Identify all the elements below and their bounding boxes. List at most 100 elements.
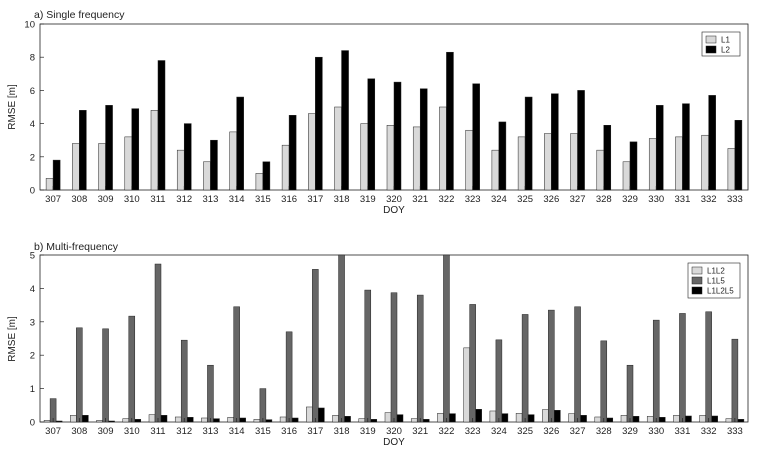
bar-l1l2-309 — [96, 420, 103, 423]
x-tick-label: 327 — [570, 194, 586, 205]
bar-l2-319 — [367, 78, 376, 191]
y-tick-label: 5 — [30, 251, 35, 262]
bar-l1-310 — [124, 136, 133, 191]
bar-l1-320 — [386, 125, 395, 191]
bar-l1l5-327 — [574, 306, 581, 423]
legend-swatch-l1l2 — [691, 266, 703, 275]
bar-l2-307 — [52, 159, 61, 191]
x-tick-label: 314 — [229, 194, 245, 205]
bar-l1-331 — [675, 136, 683, 191]
bar-l2-320 — [393, 81, 402, 191]
bar-l2-311 — [157, 60, 166, 191]
x-tick-label: 312 — [176, 426, 192, 437]
bar-l1-315 — [255, 173, 264, 191]
bar-l1-307 — [45, 178, 54, 191]
bar-l1l5-331 — [679, 313, 686, 423]
bar-l1l5-317 — [312, 269, 319, 423]
bar-l1-321 — [412, 126, 421, 191]
x-axis-label: DOY — [383, 205, 405, 216]
x-tick-label: 308 — [71, 426, 87, 437]
bar-l1l5-308 — [76, 327, 83, 423]
legend-label-l1l5: L1L5 — [707, 277, 725, 286]
x-tick-label: 331 — [675, 426, 691, 437]
bar-l1l5-313 — [207, 364, 214, 423]
x-tick-label: 326 — [543, 426, 559, 437]
bar-l1l5-328 — [600, 340, 608, 423]
bar-l2-327 — [577, 90, 585, 191]
bar-l2-324 — [498, 121, 507, 191]
y-tick-label: 4 — [30, 284, 35, 295]
x-tick-label: 320 — [386, 426, 402, 437]
x-tick-label: 324 — [491, 194, 507, 205]
x-axis-ticks: 307 308 309 310 311 312 313 314 315 316 317 318 319 3… — [45, 418, 743, 437]
bar-l2-310 — [131, 108, 140, 191]
x-tick-label: 316 — [281, 194, 297, 205]
bar-l1l2l5-310 — [134, 419, 142, 423]
bar-l1-329 — [622, 161, 631, 191]
x-tick-label: 316 — [281, 426, 297, 437]
y-tick-label: 1 — [30, 384, 35, 395]
bar-l2-330 — [655, 105, 664, 191]
y-tick-label: 0 — [30, 186, 35, 197]
x-tick-label: 328 — [596, 426, 612, 437]
x-tick-label: 323 — [465, 194, 481, 205]
bar-l2-317 — [315, 56, 323, 191]
bar-l1-323 — [465, 129, 473, 191]
x-tick-label: 321 — [412, 426, 428, 437]
x-tick-label: 323 — [465, 426, 481, 437]
bar-l1l2-317 — [306, 406, 313, 423]
legend-label-l1l2: L1L2 — [707, 267, 725, 276]
x-tick-label: 313 — [203, 426, 219, 437]
bar-l1l2-329 — [620, 415, 628, 423]
bar-l1l2l5-325 — [527, 414, 535, 423]
x-tick-label: 314 — [229, 426, 245, 437]
bar-l1l2-312 — [174, 416, 182, 423]
bar-l1-326 — [544, 133, 552, 191]
bar-l1-311 — [150, 110, 159, 191]
bar-l1l2-310 — [122, 418, 130, 423]
y-tick-label: 0 — [30, 418, 35, 429]
legend-swatch-l1l2l5 — [691, 286, 703, 295]
bar-l1-312 — [176, 149, 185, 191]
bar-l2-318 — [341, 50, 349, 191]
bar-l1l2l5-333 — [737, 419, 745, 423]
legend-label-l2: L2 — [721, 46, 730, 55]
bar-l2-321 — [419, 88, 428, 191]
x-tick-label: 330 — [648, 194, 664, 205]
bar-l1l2l5-312 — [186, 417, 194, 423]
x-tick-label: 332 — [701, 194, 717, 205]
bar-l2-315 — [262, 161, 271, 191]
x-tick-label: 319 — [360, 426, 376, 437]
bar-l1l5-333 — [731, 338, 739, 423]
x-tick-label: 315 — [255, 194, 271, 205]
x-tick-label: 317 — [307, 194, 323, 205]
bar-l2-322 — [446, 51, 454, 191]
y-tick-label: 8 — [30, 53, 35, 64]
legend: L1L2 L1L5 L1L2L5 — [687, 262, 741, 299]
bar-l2-313 — [210, 139, 218, 191]
bar-l1l2-332 — [699, 415, 706, 423]
bar-l1l5-329 — [626, 364, 634, 423]
bar-l1l2-330 — [646, 416, 654, 423]
bar-l1l2l5-309 — [108, 420, 115, 423]
x-tick-label: 319 — [360, 194, 376, 205]
bar-l1l2-321 — [410, 418, 418, 423]
bar-l2-328 — [603, 125, 612, 191]
bar-l1l2l5-316 — [291, 417, 299, 423]
bar-l1l2l5-330 — [658, 417, 666, 423]
bar-l1l5-330 — [652, 319, 660, 423]
x-tick-label: 307 — [45, 426, 61, 437]
x-tick-label: 310 — [124, 194, 140, 205]
bar-l2-325 — [524, 96, 533, 191]
bar-l1l2-307 — [43, 420, 51, 423]
legend: L1 L2 — [701, 31, 741, 57]
bar-l1l2-331 — [673, 415, 680, 423]
bar-l1l5-316 — [285, 331, 293, 423]
x-tick-label: 331 — [675, 194, 691, 205]
legend-label-l1: L1 — [721, 36, 730, 45]
x-axis-label: DOY — [383, 437, 405, 448]
bar-l1l2-318 — [332, 415, 339, 423]
bar-l1l2l5-322 — [449, 413, 456, 423]
x-tick-label: 326 — [543, 194, 559, 205]
y-axis-label: RMSE [m] — [7, 84, 18, 130]
